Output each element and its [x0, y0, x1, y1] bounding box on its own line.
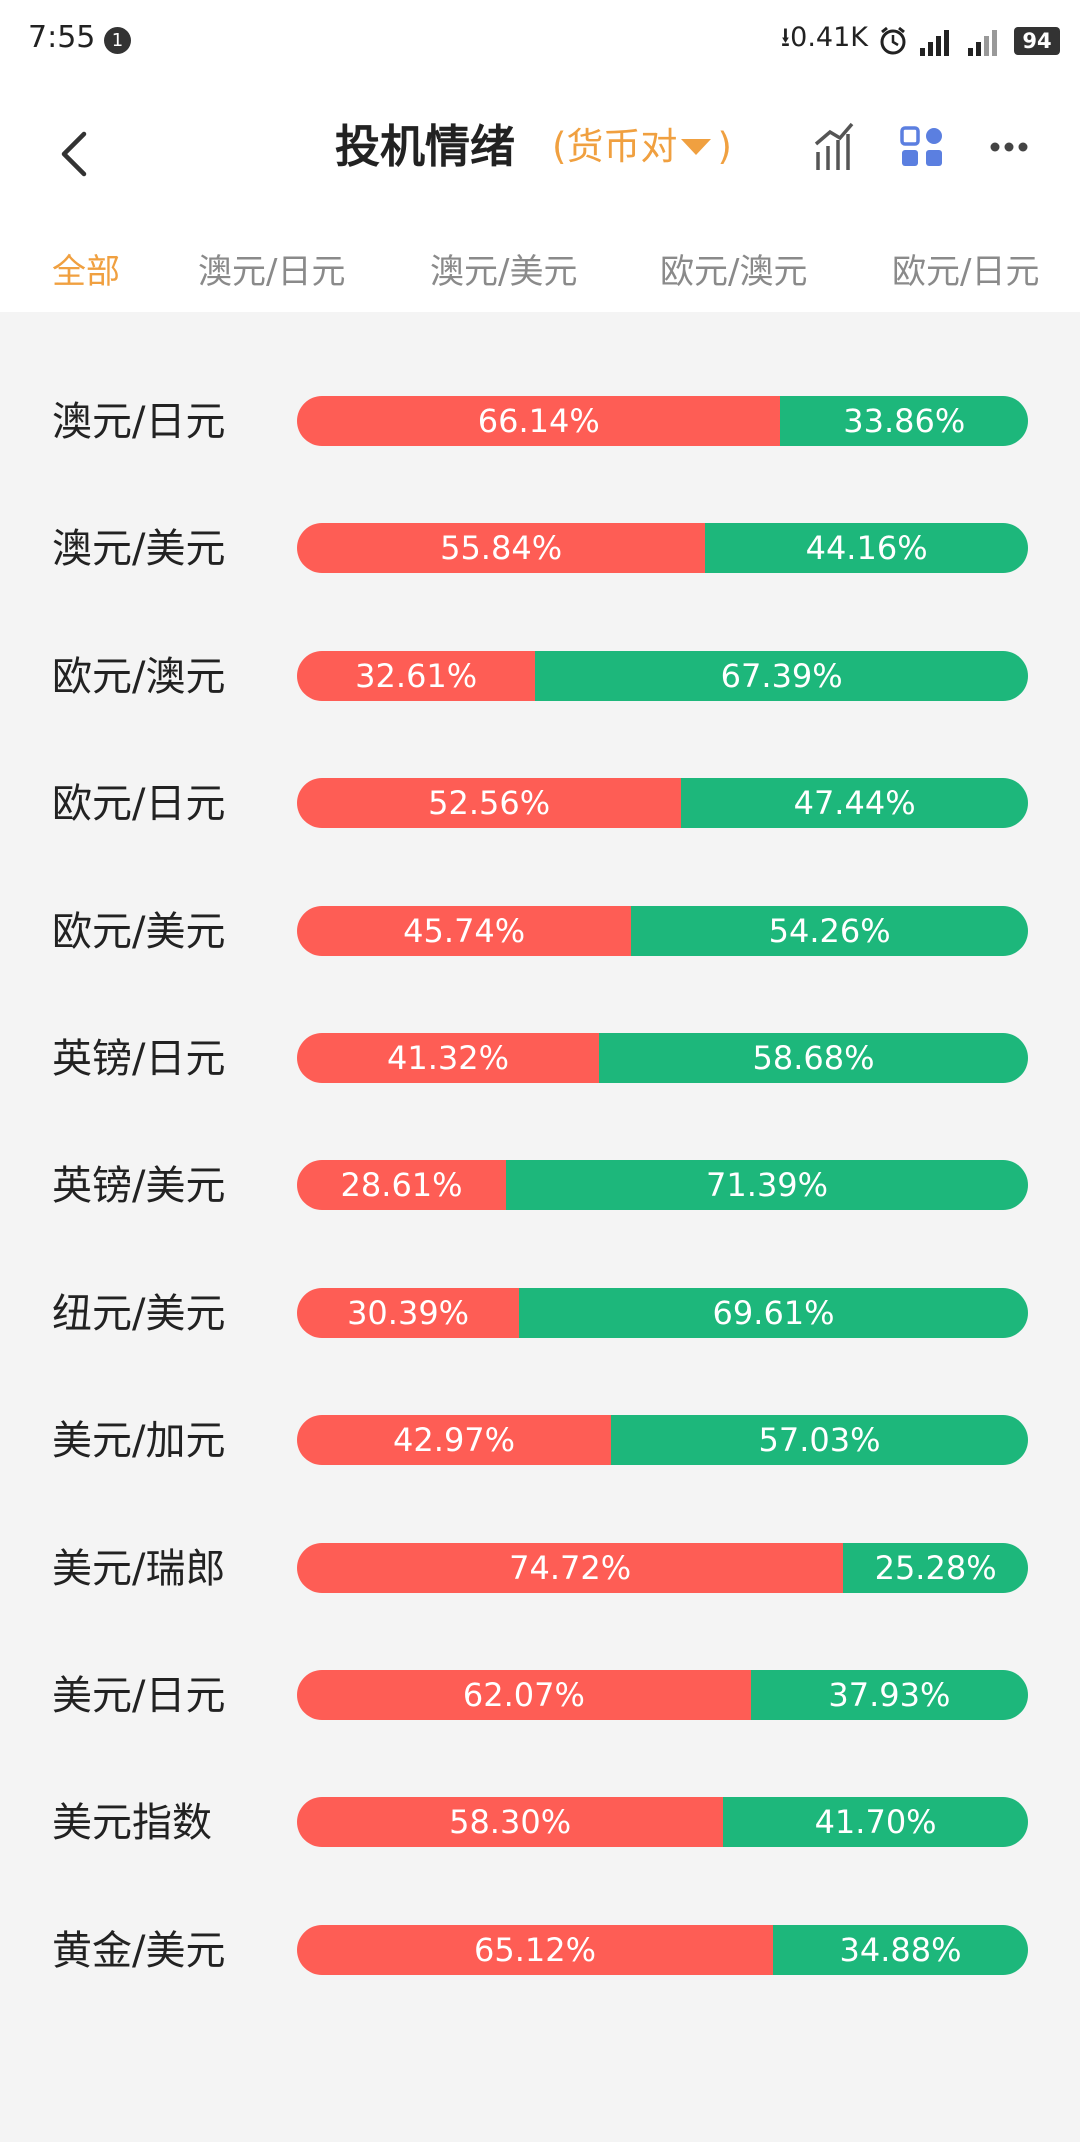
long-segment: 52.56% — [297, 778, 682, 828]
tab-eur-jpy[interactable]: 欧元/日元 — [892, 252, 1040, 292]
long-segment: 55.84% — [297, 523, 706, 573]
status-bar: 7:55 1 ⭳0.41K 94 — [0, 0, 1080, 82]
sentiment-bar: 42.97% 57.03% — [297, 1415, 1028, 1465]
pair-label: 美元/加元 — [52, 1418, 226, 1464]
short-segment: 44.16% — [705, 523, 1028, 573]
sentiment-bar: 62.07% 37.93% — [297, 1670, 1028, 1720]
back-arrow-icon — [61, 131, 87, 177]
tab-aud-jpy[interactable]: 澳元/日元 — [198, 252, 346, 292]
status-indicators: ⭳0.41K 94 — [781, 20, 1060, 62]
short-segment: 69.61% — [519, 1288, 1028, 1338]
long-segment: 28.61% — [297, 1160, 507, 1210]
sentiment-bar: 58.30% 41.70% — [297, 1797, 1028, 1847]
sentiment-bar: 28.61% 71.39% — [297, 1160, 1028, 1210]
sentiment-bar: 41.32% 58.68% — [297, 1033, 1028, 1083]
pair-label: 欧元/澳元 — [52, 654, 226, 700]
grid-icon — [900, 126, 942, 166]
sentiment-bar: 52.56% 47.44% — [297, 778, 1028, 828]
long-segment: 74.72% — [297, 1543, 844, 1593]
currency-tabs: 全部 澳元/日元 澳元/美元 欧元/澳元 欧元/日元 — [0, 232, 1080, 312]
sentiment-row[interactable]: 澳元/美元 55.84% 44.16% — [0, 519, 1080, 579]
back-button[interactable] — [50, 112, 100, 192]
pair-label: 澳元/美元 — [52, 526, 226, 572]
sentiment-bar: 45.74% 54.26% — [297, 906, 1028, 956]
pair-label: 英镑/日元 — [52, 1036, 226, 1082]
sentiment-bar: 65.12% 34.88% — [297, 1925, 1028, 1975]
long-segment: 41.32% — [297, 1033, 600, 1083]
currency-pair-dropdown[interactable]: (货币对) — [552, 112, 732, 182]
sentiment-bar: 66.14% 33.86% — [297, 396, 1028, 446]
sentiment-row[interactable]: 纽元/美元 30.39% 69.61% — [0, 1284, 1080, 1344]
long-segment: 66.14% — [297, 396, 781, 446]
signal-4g-icon — [920, 30, 949, 56]
pair-label: 美元/日元 — [52, 1673, 226, 1719]
short-segment: 33.86% — [780, 396, 1028, 446]
pair-label: 英镑/美元 — [52, 1163, 226, 1209]
chart-icon — [814, 122, 854, 170]
short-segment: 37.93% — [750, 1670, 1028, 1720]
more-options-button[interactable] — [985, 112, 1035, 182]
page-title: 投机情绪 — [335, 120, 516, 173]
short-segment: 34.88% — [773, 1925, 1028, 1975]
dropdown-close-paren: ) — [717, 125, 732, 168]
signal-sim2-icon — [968, 30, 997, 56]
long-segment: 30.39% — [297, 1288, 520, 1338]
tab-all[interactable]: 全部 — [52, 252, 120, 292]
short-segment: 67.39% — [535, 651, 1028, 701]
short-segment: 25.28% — [843, 1543, 1028, 1593]
dropdown-label: (货币对 — [552, 125, 678, 168]
pair-label: 纽元/美元 — [52, 1291, 226, 1337]
short-segment: 71.39% — [506, 1160, 1028, 1210]
short-segment: 58.68% — [599, 1033, 1028, 1083]
long-segment: 42.97% — [297, 1415, 612, 1465]
sentiment-bar: 30.39% 69.61% — [297, 1288, 1028, 1338]
sentiment-row[interactable]: 英镑/美元 28.61% 71.39% — [0, 1156, 1080, 1216]
notification-badge: 1 — [104, 27, 131, 54]
status-time: 7:55 — [28, 20, 96, 55]
sentiment-row[interactable]: 欧元/澳元 32.61% 67.39% — [0, 647, 1080, 707]
battery-indicator: 94 — [1014, 27, 1060, 55]
sentiment-row[interactable]: 美元/加元 42.97% 57.03% — [0, 1411, 1080, 1471]
long-segment: 65.12% — [297, 1925, 774, 1975]
long-segment: 45.74% — [297, 906, 632, 956]
pair-label: 澳元/日元 — [52, 399, 226, 445]
tab-aud-usd[interactable]: 澳元/美元 — [430, 252, 578, 292]
sentiment-bar: 74.72% 25.28% — [297, 1543, 1028, 1593]
pair-label: 黄金/美元 — [52, 1928, 226, 1974]
grid-view-button[interactable] — [898, 112, 948, 182]
top-header: 投机情绪 (货币对) 全部 澳元/日元 澳元/美元 欧元/澳元 欧元/ — [0, 82, 1080, 312]
network-speed-value: 0.41K — [790, 22, 868, 53]
chart-view-button[interactable] — [810, 112, 860, 182]
short-segment: 47.44% — [681, 778, 1028, 828]
download-arrow-icon: ⭳ — [780, 22, 791, 53]
sentiment-bar: 32.61% 67.39% — [297, 651, 1028, 701]
sentiment-row[interactable]: 美元/日元 62.07% 37.93% — [0, 1666, 1080, 1726]
alarm-icon — [880, 26, 906, 55]
sentiment-bar: 55.84% 44.16% — [297, 523, 1028, 573]
short-segment: 57.03% — [611, 1415, 1028, 1465]
pair-label: 美元/瑞郎 — [52, 1546, 226, 1592]
network-speed: ⭳0.41K — [781, 18, 868, 64]
sentiment-row[interactable]: 澳元/日元 66.14% 33.86% — [0, 392, 1080, 452]
long-segment: 32.61% — [297, 651, 536, 701]
more-icon — [990, 142, 1028, 152]
long-segment: 58.30% — [297, 1797, 724, 1847]
sentiment-row[interactable]: 英镑/日元 41.32% 58.68% — [0, 1029, 1080, 1089]
sentiment-row[interactable]: 欧元/日元 52.56% 47.44% — [0, 774, 1080, 834]
short-segment: 54.26% — [631, 906, 1028, 956]
tab-eur-aud[interactable]: 欧元/澳元 — [660, 252, 808, 292]
sentiment-row[interactable]: 美元指数 58.30% 41.70% — [0, 1793, 1080, 1853]
pair-label: 欧元/日元 — [52, 781, 226, 827]
sentiment-row[interactable]: 美元/瑞郎 74.72% 25.28% — [0, 1539, 1080, 1599]
sentiment-row[interactable]: 黄金/美元 65.12% 34.88% — [0, 1921, 1080, 1981]
short-segment: 41.70% — [723, 1797, 1028, 1847]
sentiment-row[interactable]: 欧元/美元 45.74% 54.26% — [0, 902, 1080, 962]
pair-label: 欧元/美元 — [52, 909, 226, 955]
long-segment: 62.07% — [297, 1670, 751, 1720]
pair-label: 美元指数 — [52, 1800, 212, 1846]
caret-down-icon — [681, 139, 712, 155]
